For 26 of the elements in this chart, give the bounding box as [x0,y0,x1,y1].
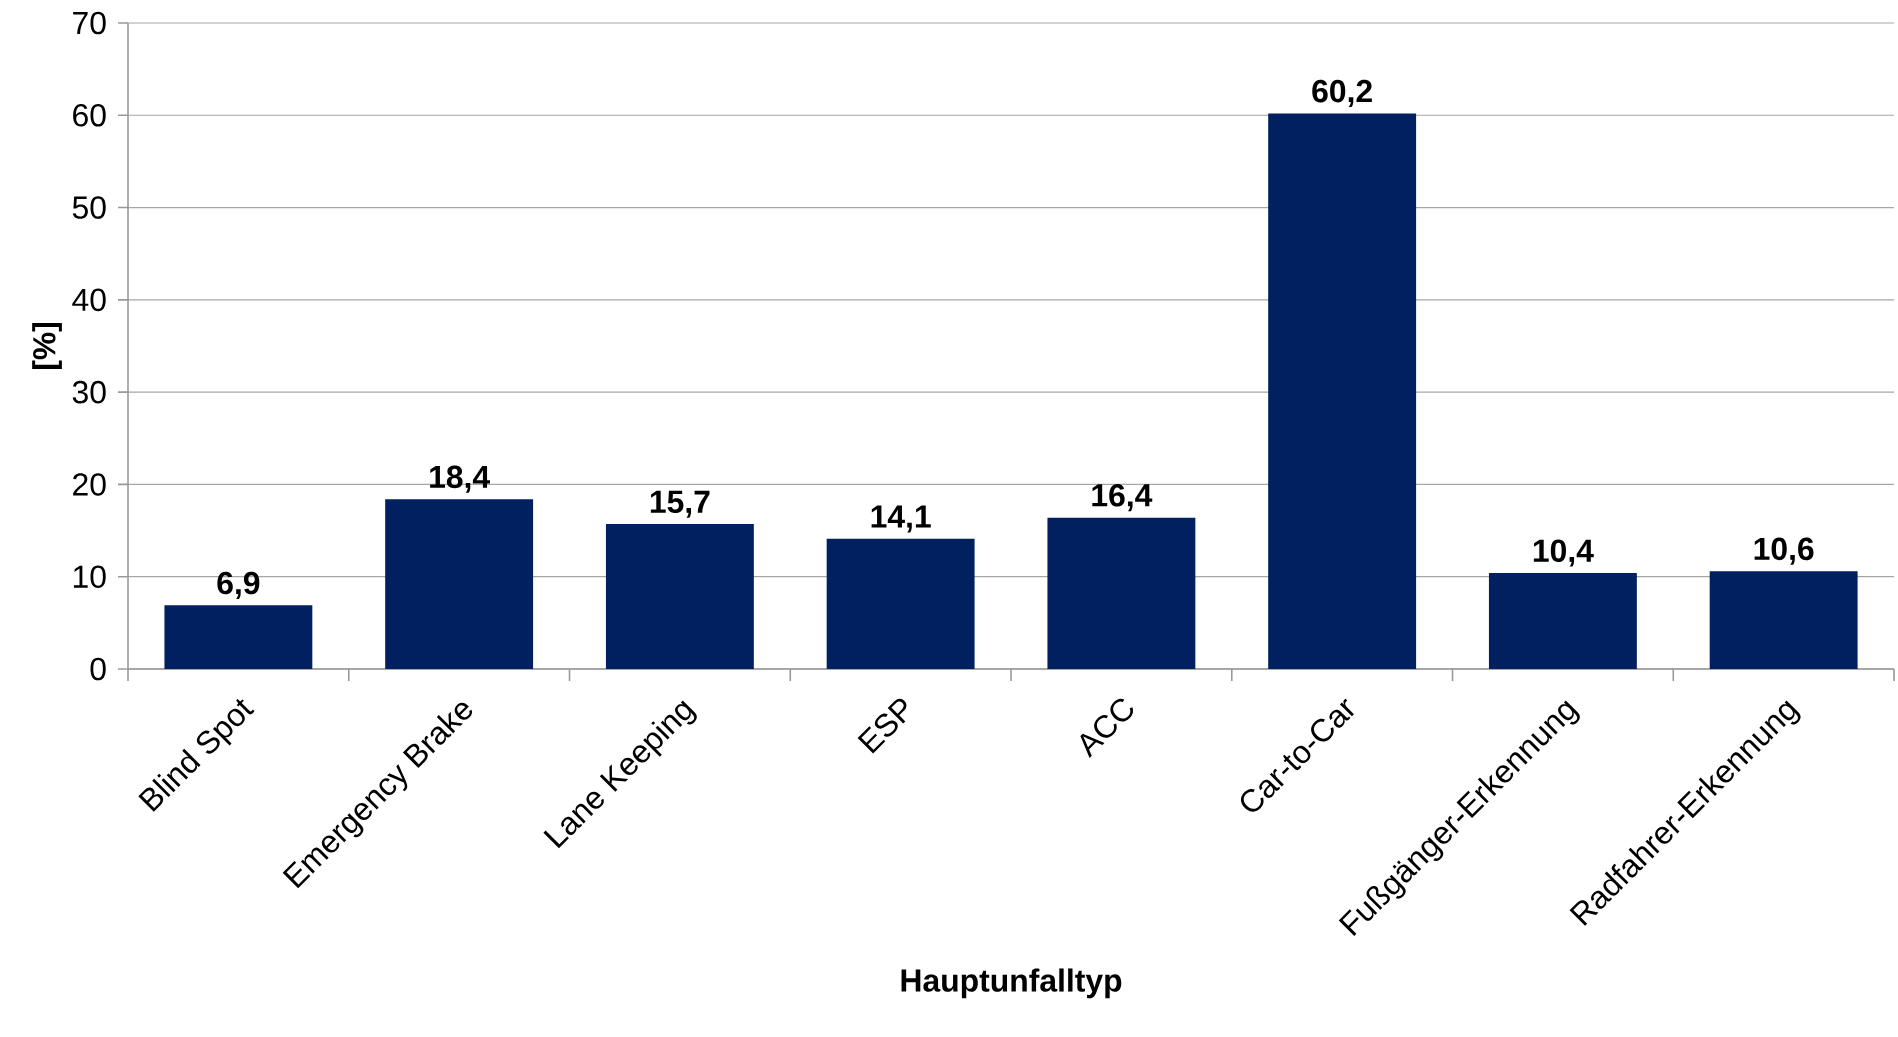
y-tick-label: 20 [73,473,106,496]
data-label: 6,9 [217,571,260,599]
data-label: 10,6 [1754,537,1814,565]
bar [1047,517,1196,669]
y-axis-title: [%] [32,323,62,369]
bar [1709,571,1858,669]
data-label: 10,4 [1533,539,1594,567]
data-label: 16,4 [1092,484,1153,512]
bar [826,538,975,669]
bar [1268,113,1417,669]
y-tick-label: 30 [72,380,106,404]
y-tick-label: 60 [73,103,106,127]
bar [164,605,313,669]
data-label: 14,1 [871,505,931,533]
x-axis-title: Hauptunfalltyp [901,968,1122,999]
y-tick-label: 0 [90,657,106,681]
bar [385,499,534,669]
data-label: 15,7 [650,490,710,518]
bar [1488,573,1637,669]
y-tick-label: 50 [72,196,106,219]
y-tick-label: 70 [73,11,106,35]
data-label: 18,4 [430,465,490,493]
data-label: 60,2 [1312,79,1372,108]
y-tick-label: 40 [72,288,106,312]
bar [605,524,754,669]
y-tick-label: 10 [73,565,106,588]
